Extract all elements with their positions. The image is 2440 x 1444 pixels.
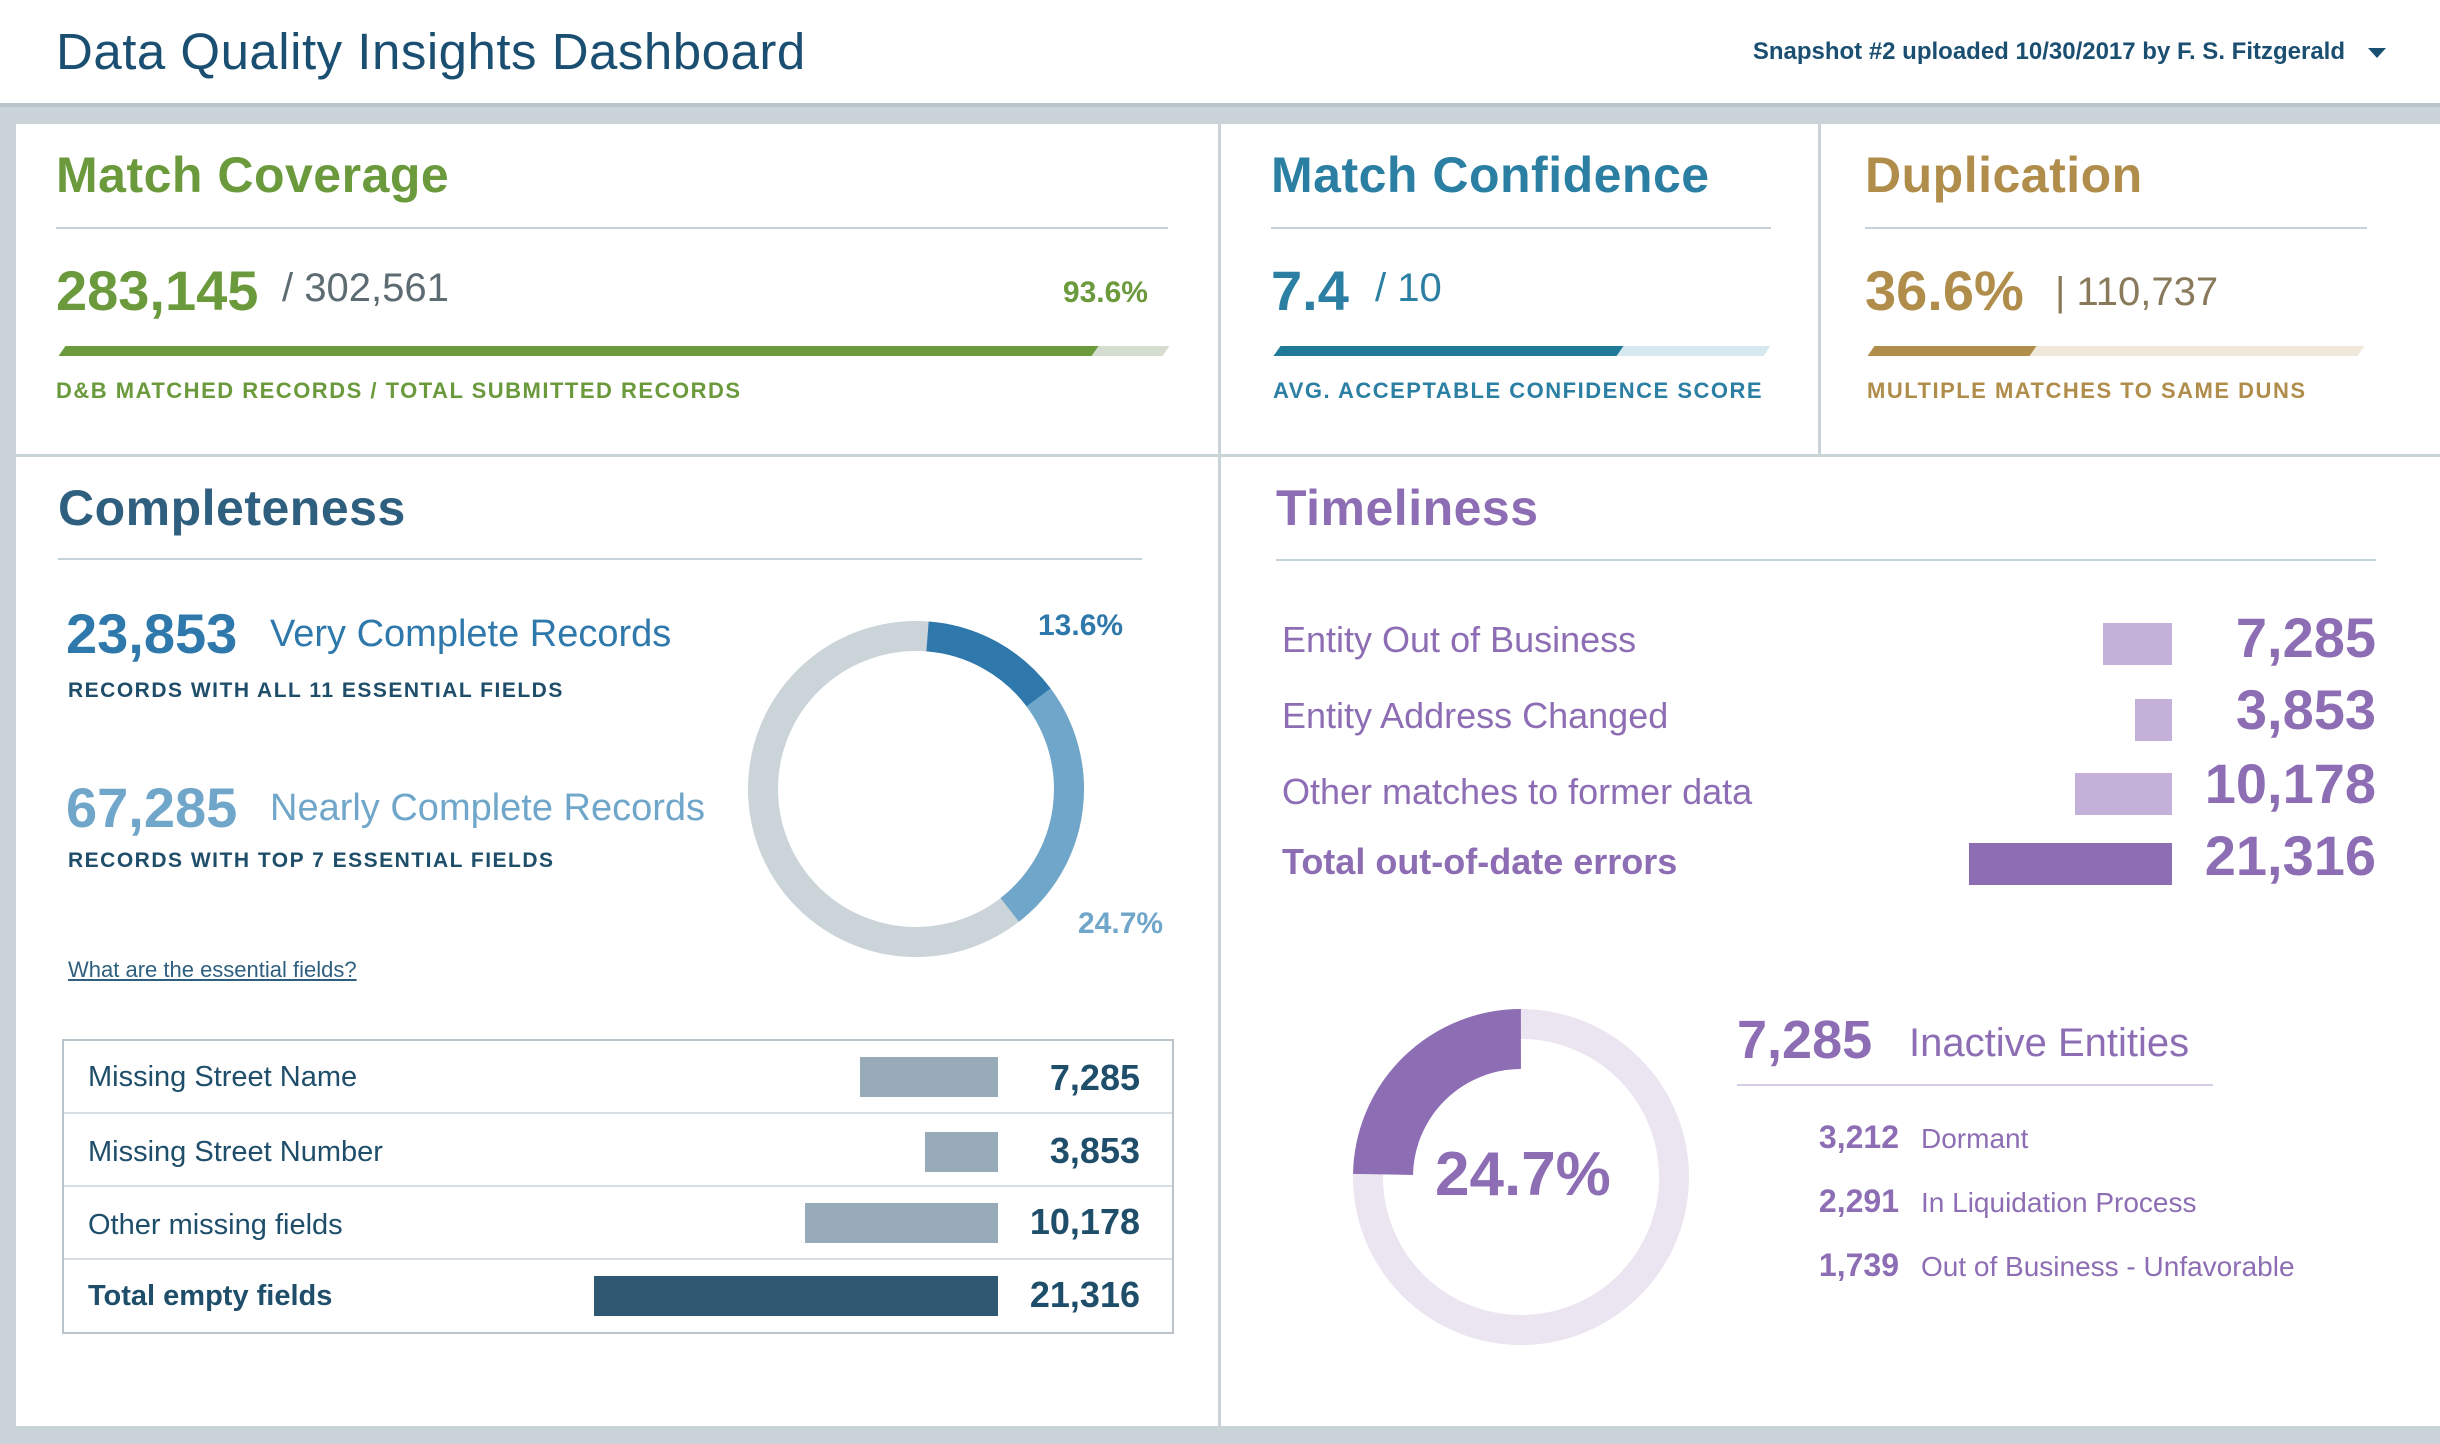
very-complete-value: 23,853 — [66, 602, 238, 665]
duplication-caption: MULTIPLE MATCHES TO SAME DUNS — [1867, 378, 2307, 403]
duplication-panel: Duplication 36.6% | 110,737 MULTIPLE MAT… — [1821, 124, 2440, 454]
row-value: 10,178 — [1029, 1201, 1140, 1242]
snapshot-label: Snapshot #2 uploaded 10/30/2017 by F. S.… — [1752, 38, 2345, 65]
row-value: 7,285 — [1049, 1057, 1140, 1098]
row-value: 10,178 — [2204, 752, 2376, 815]
row-bar — [925, 1132, 998, 1172]
confidence-caption: AVG. ACCEPTABLE CONFIDENCE SCORE — [1273, 378, 1764, 403]
row-value: 3,853 — [1049, 1130, 1140, 1171]
row-label: Missing Street Name — [88, 1061, 358, 1093]
very-complete-percent: 13.6% — [1038, 609, 1124, 642]
match-confidence-title: Match Confidence — [1271, 147, 1710, 203]
snapshot-selector[interactable]: Snapshot #2 uploaded 10/30/2017 by F. S.… — [1600, 28, 2400, 80]
inactive-percent: 24.7% — [1435, 1140, 1611, 1209]
chevron-down-icon — [2368, 48, 2386, 58]
match-confidence-panel: Match Confidence 7.4 / 10 AVG. ACCEPTABL… — [1221, 124, 1818, 454]
divider — [1737, 1084, 2213, 1086]
liquidation-value: 2,291 — [1818, 1183, 1899, 1219]
page-title: Data Quality Insights Dashboard — [56, 23, 806, 80]
row-bar — [594, 1276, 998, 1316]
inactive-entities-value: 7,285 — [1737, 1010, 1873, 1070]
duplication-count: | 110,737 — [2055, 270, 2219, 314]
top-header: Data Quality Insights Dashboard Snapshot… — [0, 0, 2440, 107]
row-label: Other missing fields — [88, 1209, 343, 1241]
nearly-complete-percent: 24.7% — [1078, 907, 1164, 940]
row-value: 21,316 — [1029, 1274, 1140, 1315]
very-complete-caption: RECORDS WITH ALL 11 ESSENTIAL FIELDS — [68, 679, 564, 702]
duplication-progress-track — [1867, 346, 2365, 356]
row-bar — [2135, 699, 2172, 741]
row-label: Other matches to former data — [1282, 771, 1753, 812]
nearly-complete-value: 67,285 — [66, 776, 238, 839]
inactive-segment — [1353, 1009, 1522, 1176]
dormant-value: 3,212 — [1818, 1119, 1899, 1155]
out-of-business-label: Out of Business - Unfavorable — [1921, 1251, 2295, 1282]
row-label: Total out-of-date errors — [1282, 841, 1678, 882]
submitted-records-total: / 302,561 — [282, 266, 449, 310]
nearly-complete-label: Nearly Complete Records — [270, 787, 706, 829]
table-row: Missing Street Name 7,285 — [64, 1041, 1172, 1114]
coverage-progress-track — [58, 346, 1170, 356]
match-coverage-title: Match Coverage — [56, 147, 450, 203]
row-label: Entity Address Changed — [1282, 695, 1669, 736]
table-row: Other missing fields 10,178 — [64, 1187, 1172, 1260]
duplication-percent: 36.6% — [1865, 259, 2024, 322]
row-label: Missing Street Number — [88, 1136, 383, 1168]
row-bar — [805, 1203, 998, 1243]
timeliness-panel: Timeliness Entity Out of Business 7,285 … — [1221, 457, 2440, 1426]
essential-fields-link[interactable]: What are the essential fields? — [68, 957, 357, 982]
nearly-complete-segment — [1000, 688, 1084, 922]
table-row: Total empty fields 21,316 — [64, 1260, 1172, 1333]
match-coverage-panel: Match Coverage 283,145 / 302,561 93.6% D… — [16, 124, 1218, 454]
table-row: Missing Street Number 3,853 — [64, 1114, 1172, 1187]
divider — [58, 558, 1142, 560]
donut-track — [1353, 1009, 1689, 1345]
completeness-title: Completeness — [58, 480, 406, 536]
timeliness-title: Timeliness — [1276, 480, 1539, 536]
coverage-caption: D&B MATCHED RECORDS / TOTAL SUBMITTED RE… — [56, 378, 742, 403]
row-value: 3,853 — [2235, 678, 2376, 741]
very-complete-segment — [926, 621, 1051, 707]
row-bar — [1969, 843, 2172, 885]
confidence-score-value: 7.4 — [1271, 259, 1349, 322]
liquidation-label: In Liquidation Process — [1921, 1187, 2197, 1218]
coverage-percent: 93.6% — [1062, 276, 1148, 309]
confidence-score-max: / 10 — [1375, 266, 1442, 310]
row-bar — [2075, 773, 2172, 815]
duplication-progress-fill — [1867, 346, 2037, 356]
row-value: 21,316 — [2204, 824, 2376, 887]
row-bar — [2103, 623, 2172, 665]
matched-records-value: 283,145 — [56, 259, 259, 322]
confidence-progress-track — [1273, 346, 1771, 356]
row-label: Entity Out of Business — [1282, 619, 1637, 660]
coverage-progress-fill — [58, 346, 1099, 356]
nearly-complete-caption: RECORDS WITH TOP 7 ESSENTIAL FIELDS — [68, 849, 555, 872]
missing-fields-table: Missing Street Name 7,285 Missing Street… — [62, 1039, 1174, 1334]
out-of-business-value: 1,739 — [1818, 1247, 1899, 1283]
duplication-title: Duplication — [1865, 147, 2143, 203]
divider — [1276, 559, 2376, 561]
very-complete-label: Very Complete Records — [270, 613, 672, 655]
completeness-panel: Completeness 23,853 Very Complete Record… — [16, 457, 1218, 1426]
divider — [56, 227, 1168, 229]
confidence-progress-fill — [1273, 346, 1624, 356]
inactive-donut — [1353, 1009, 1689, 1345]
inactive-entities-label: Inactive Entities — [1909, 1021, 2190, 1065]
row-label: Total empty fields — [88, 1280, 333, 1312]
divider — [1865, 227, 2367, 229]
divider — [1271, 227, 1771, 229]
dormant-label: Dormant — [1921, 1123, 2029, 1154]
row-value: 7,285 — [2235, 606, 2376, 669]
completeness-donut — [748, 621, 1084, 957]
row-bar — [860, 1057, 998, 1097]
